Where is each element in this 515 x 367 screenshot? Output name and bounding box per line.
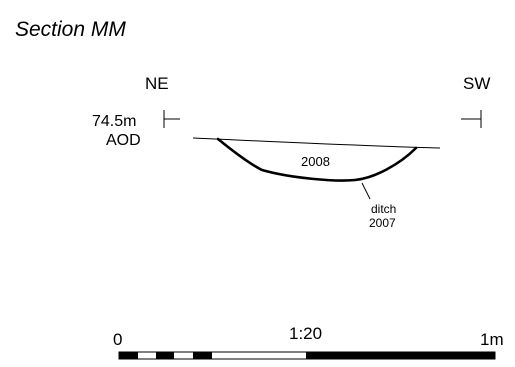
ground-surface-line (193, 138, 440, 148)
scale-ratio-label: 1:20 (289, 324, 322, 343)
scale-bar-segment-4 (306, 352, 495, 359)
fill-context-label: 2008 (301, 154, 330, 169)
scale-bar-segment-2 (156, 352, 174, 359)
ditch-leader-line (362, 183, 370, 199)
level-datum-label: AOD (106, 132, 141, 149)
level-marker-right (461, 110, 481, 128)
scale-bar-segment-1 (119, 352, 138, 359)
scale-bar-segment-3 (193, 352, 212, 359)
scale-end-label: 1m (480, 330, 504, 349)
ditch-number-label: 2007 (369, 216, 396, 230)
level-marker-left (164, 110, 180, 128)
ditch-label: ditch (371, 202, 396, 216)
orientation-right-label: SW (463, 74, 490, 93)
section-title: Section MM (15, 18, 126, 41)
orientation-left-label: NE (145, 74, 169, 93)
scale-start-label: 0 (113, 330, 122, 349)
scale-bar (119, 352, 495, 359)
level-value-label: 74.5m (92, 113, 136, 130)
